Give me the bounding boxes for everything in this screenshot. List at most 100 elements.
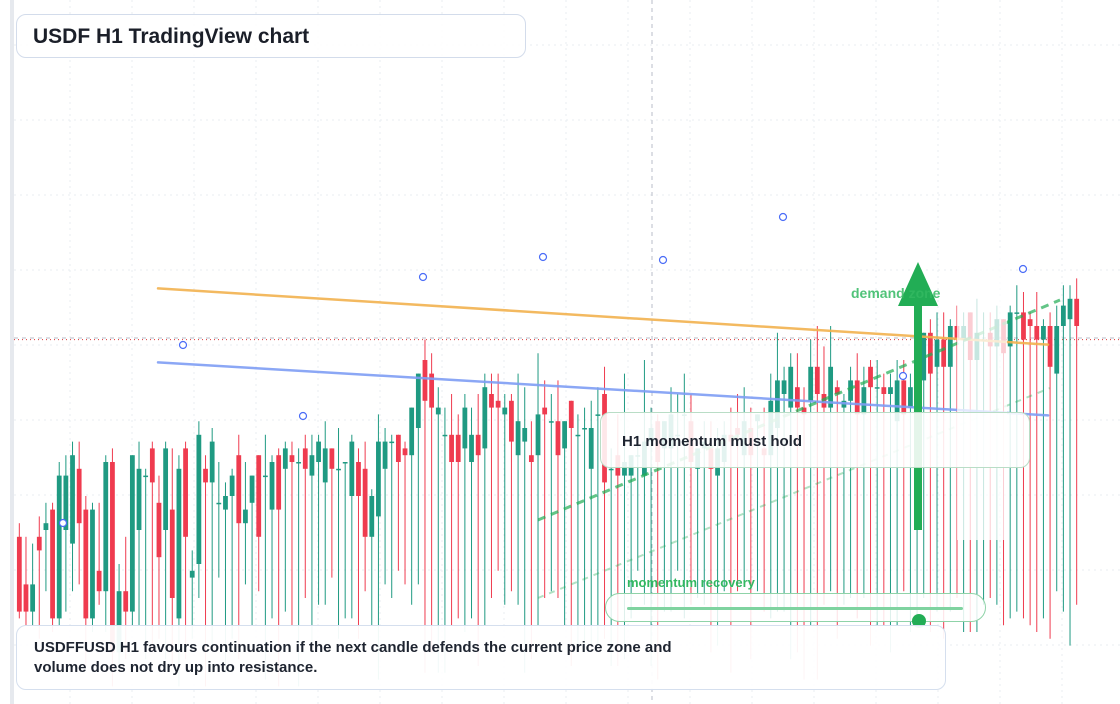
candle: [402, 441, 408, 585]
candle: [256, 455, 262, 592]
candle: [1034, 292, 1040, 632]
candle-body: [622, 462, 627, 476]
candle: [595, 387, 601, 646]
candle-body: [868, 366, 873, 388]
candle-body: [588, 428, 594, 469]
candle: [415, 373, 421, 585]
candle-body: [469, 434, 474, 462]
chart-title: USDF H1 TradingView chart: [33, 25, 310, 48]
zone-label: demand zone: [851, 285, 941, 301]
candle: [229, 468, 235, 639]
candle-body: [442, 434, 448, 437]
candle-body: [775, 380, 780, 428]
candle: [30, 543, 36, 626]
slider-knob[interactable]: [912, 614, 927, 628]
price-marker: [58, 518, 68, 528]
candle-body: [482, 387, 488, 449]
candle: [568, 400, 574, 666]
price-marker: [418, 272, 428, 282]
candle-body: [888, 387, 893, 394]
price-marker: [298, 411, 308, 421]
candle: [555, 380, 561, 598]
candle-body: [435, 407, 441, 415]
candle-body: [322, 448, 328, 483]
candle: [548, 394, 554, 592]
candle: [16, 523, 22, 619]
candle: [1027, 312, 1033, 626]
candle: [209, 428, 215, 646]
candle-body: [495, 400, 501, 408]
candle-body: [249, 475, 255, 503]
candle-body: [1027, 319, 1033, 326]
candle: [382, 428, 388, 585]
candle: [136, 441, 142, 626]
candle: [163, 441, 169, 660]
candle-body: [874, 387, 880, 389]
zone-mask: [957, 250, 1007, 540]
candle-body: [389, 441, 395, 444]
candle-body: [522, 428, 528, 442]
candle: [582, 407, 587, 653]
candle-body: [1034, 326, 1040, 340]
candle-body: [176, 468, 182, 619]
candle-body: [83, 509, 89, 619]
candle-body: [16, 536, 22, 612]
candle: [409, 407, 415, 605]
candle-body: [149, 448, 155, 483]
candle-body: [934, 339, 940, 367]
candle: [389, 434, 395, 598]
candle: [336, 428, 341, 639]
candle: [236, 434, 242, 660]
candle: [50, 502, 55, 632]
price-markers: [58, 212, 1028, 528]
candle-body: [289, 455, 295, 462]
slider-track[interactable]: [627, 607, 963, 628]
candle-body: [169, 509, 175, 598]
candle-body: [548, 421, 554, 423]
candle: [562, 421, 568, 626]
candle-body: [1047, 326, 1053, 367]
candle-body: [854, 380, 860, 415]
candle-body: [834, 387, 840, 394]
candle: [894, 360, 900, 626]
candle-body: [256, 455, 262, 537]
candle: [329, 448, 335, 578]
candle-body: [941, 339, 947, 367]
candle: [269, 455, 275, 619]
candle-body: [203, 468, 208, 483]
candle: [941, 312, 947, 639]
candle: [249, 475, 255, 626]
candle: [1074, 278, 1080, 605]
candle-body: [63, 475, 69, 530]
candle-body: [376, 441, 381, 517]
up-arrow-head: [898, 262, 938, 306]
candle: [183, 441, 188, 660]
candle: [861, 366, 867, 598]
candle-body: [96, 570, 102, 592]
price-marker: [538, 252, 548, 262]
candle-body: [163, 448, 169, 530]
candle-body: [156, 502, 162, 558]
candle-body: [801, 407, 807, 415]
candle-body: [1041, 326, 1046, 340]
candle-body: [36, 536, 42, 551]
candle: [821, 346, 827, 605]
candle-body: [196, 434, 202, 564]
momentum-slider[interactable]: [605, 593, 986, 628]
candle-body: [489, 394, 494, 408]
candle-body: [429, 373, 435, 408]
price-marker: [178, 340, 188, 350]
candle: [63, 455, 69, 612]
candle: [495, 373, 501, 571]
blue-trendline: [156, 361, 1050, 417]
candle: [1054, 305, 1060, 592]
candle: [535, 353, 541, 626]
candle: [196, 421, 202, 598]
candle-body: [229, 475, 235, 496]
candle: [854, 353, 860, 619]
candle: [316, 434, 321, 605]
candle: [96, 502, 102, 605]
candle: [282, 441, 288, 612]
callout-text: H1 momentum must hold: [622, 433, 803, 450]
